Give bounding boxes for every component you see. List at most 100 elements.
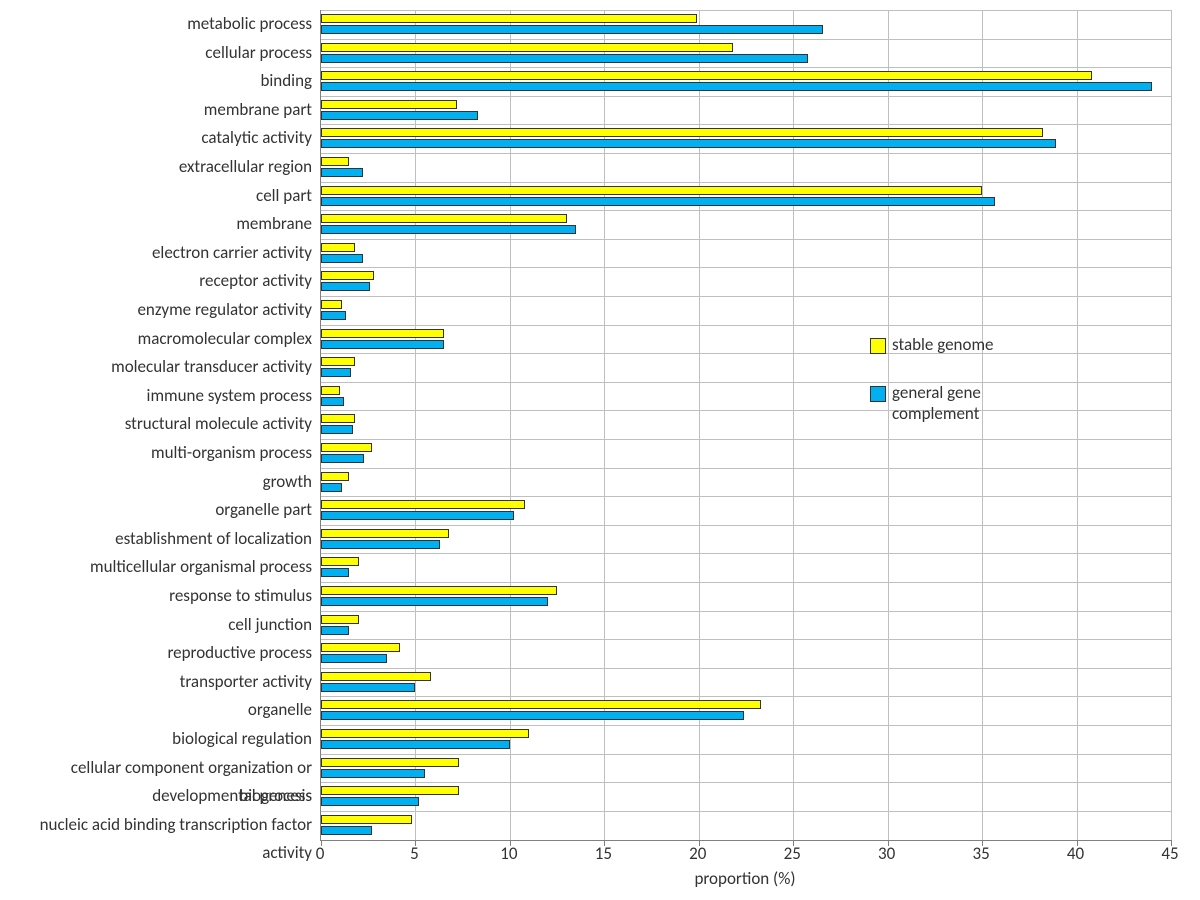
bar-general-gene-complement (321, 54, 808, 63)
bar-general-gene-complement (321, 683, 415, 692)
category-row (321, 439, 1171, 469)
bar-stable-genome (321, 414, 355, 423)
category-row (321, 296, 1171, 326)
category-label: multicellular organismal process (2, 553, 312, 582)
category-row (321, 611, 1171, 641)
legend: stable genomegeneral genecomplement (870, 335, 993, 452)
category-label: enzyme regulator activity (2, 296, 312, 325)
bar-stable-genome (321, 586, 557, 595)
bar-general-gene-complement (321, 197, 995, 206)
bar-general-gene-complement (321, 740, 510, 749)
category-label: cell junction (2, 611, 312, 640)
bar-general-gene-complement (321, 311, 346, 320)
category-label: developmental process (2, 782, 312, 811)
gridline (1171, 10, 1172, 840)
bar-general-gene-complement (321, 540, 440, 549)
bar-general-gene-complement (321, 654, 387, 663)
category-label: organelle (2, 696, 312, 725)
bar-stable-genome (321, 643, 400, 652)
bar-general-gene-complement (321, 254, 363, 263)
bar-general-gene-complement (321, 511, 514, 520)
category-label: catalytic activity (2, 124, 312, 153)
category-row (321, 153, 1171, 183)
category-label: molecular transducer activity (2, 353, 312, 382)
x-tick-label: 15 (595, 843, 612, 864)
legend-swatch (870, 338, 886, 354)
category-label: response to stimulus (2, 582, 312, 611)
bar-stable-genome (321, 815, 412, 824)
bar-general-gene-complement (321, 225, 576, 234)
bar-stable-genome (321, 700, 761, 709)
bar-stable-genome (321, 500, 525, 509)
x-tick-label: 5 (410, 843, 419, 864)
category-label: extracellular region (2, 153, 312, 182)
category-row (321, 639, 1171, 669)
category-label: membrane part (2, 96, 312, 125)
bar-general-gene-complement (321, 139, 1056, 148)
bar-stable-genome (321, 128, 1043, 137)
category-row (321, 353, 1171, 383)
category-label: metabolic process (2, 10, 312, 39)
x-tick-label: 35 (972, 843, 989, 864)
category-row (321, 553, 1171, 583)
category-row (321, 811, 1171, 841)
bar-general-gene-complement (321, 483, 342, 492)
category-row (321, 325, 1171, 355)
legend-label: general genecomplement (892, 383, 981, 424)
bar-general-gene-complement (321, 454, 364, 463)
category-label: multi-organism process (2, 439, 312, 468)
category-label: transporter activity (2, 668, 312, 697)
bar-stable-genome (321, 758, 459, 767)
bar-stable-genome (321, 557, 359, 566)
category-label: membrane (2, 210, 312, 239)
category-label: establishment of localization (2, 525, 312, 554)
category-label: macromolecular complex (2, 325, 312, 354)
bar-stable-genome (321, 329, 444, 338)
bar-general-gene-complement (321, 826, 372, 835)
category-row (321, 468, 1171, 498)
category-label: binding (2, 67, 312, 96)
bar-general-gene-complement (321, 597, 548, 606)
category-label: growth (2, 468, 312, 497)
category-row (321, 668, 1171, 698)
bar-stable-genome (321, 271, 374, 280)
category-label: cell part (2, 182, 312, 211)
bar-stable-genome (321, 300, 342, 309)
bar-general-gene-complement (321, 340, 444, 349)
bar-stable-genome (321, 214, 567, 223)
bar-general-gene-complement (321, 711, 744, 720)
legend-item: general genecomplement (870, 383, 993, 424)
category-label: cellular process (2, 39, 312, 68)
bar-general-gene-complement (321, 25, 823, 34)
bar-general-gene-complement (321, 282, 370, 291)
bar-stable-genome (321, 357, 355, 366)
x-axis-title: proportion (%) (320, 868, 1170, 889)
bar-stable-genome (321, 472, 349, 481)
bar-stable-genome (321, 186, 982, 195)
chart-container: metabolic processcellular processbinding… (0, 0, 1200, 900)
category-label: biological regulation (2, 725, 312, 754)
bar-general-gene-complement (321, 626, 349, 635)
bar-stable-genome (321, 672, 431, 681)
bar-general-gene-complement (321, 568, 349, 577)
bar-stable-genome (321, 100, 457, 109)
category-label: immune system process (2, 382, 312, 411)
bar-general-gene-complement (321, 769, 425, 778)
x-tick-label: 25 (784, 843, 801, 864)
bar-general-gene-complement (321, 425, 353, 434)
category-label: organelle part (2, 496, 312, 525)
bar-stable-genome (321, 615, 359, 624)
category-label: structural molecule activity (2, 410, 312, 439)
category-row (321, 410, 1171, 440)
bar-stable-genome (321, 386, 340, 395)
x-tick-label: 30 (878, 843, 895, 864)
bar-stable-genome (321, 243, 355, 252)
bar-stable-genome (321, 43, 733, 52)
plot-area (320, 10, 1171, 841)
category-label: reproductive process (2, 639, 312, 668)
bar-general-gene-complement (321, 111, 478, 120)
x-tick-label: 45 (1161, 843, 1178, 864)
legend-swatch (870, 386, 886, 402)
bar-stable-genome (321, 529, 449, 538)
bar-general-gene-complement (321, 82, 1152, 91)
